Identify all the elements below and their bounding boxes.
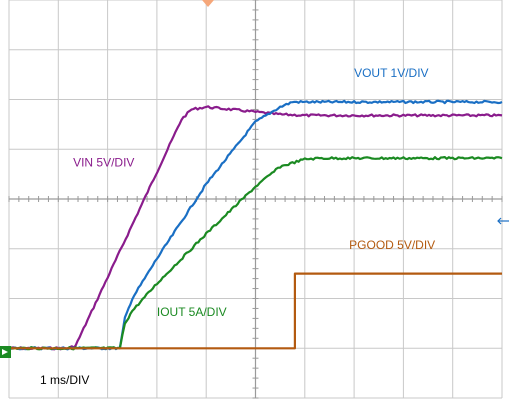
label-vout: VOUT 1V/DIV (354, 66, 428, 80)
ground-reference-marker (0, 346, 11, 358)
trace-pgood (9, 272, 502, 350)
labels: 1 ms/DIV VOUT 1V/DIV VIN 5V/DIV IOUT 5A/DI… (40, 66, 435, 387)
time-scale-label: 1 ms/DIV (40, 373, 89, 387)
traces (8, 99, 503, 351)
trigger-position-marker (202, 0, 214, 7)
label-vin: VIN 5V/DIV (73, 156, 134, 170)
label-iout: IOUT 5A/DIV (157, 305, 227, 319)
label-pgood: PGOOD 5V/DIV (349, 238, 435, 252)
trigger-level-arrow (497, 217, 509, 225)
markers (0, 0, 509, 358)
trace-vin (8, 105, 503, 351)
grid (8, 0, 503, 399)
